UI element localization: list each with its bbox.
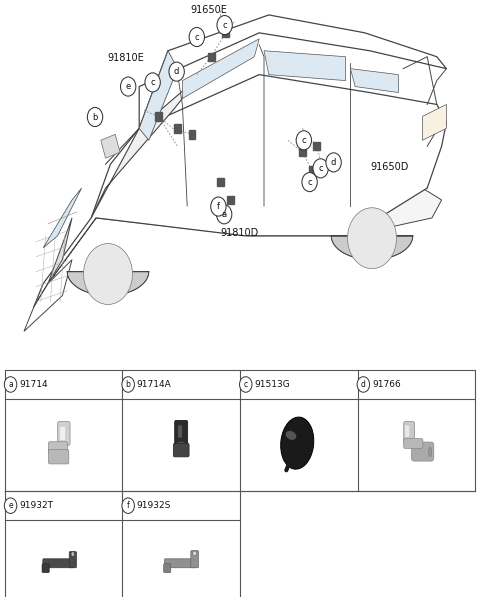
Circle shape (217, 16, 232, 35)
Ellipse shape (429, 447, 432, 457)
Text: 91714A: 91714A (137, 380, 171, 389)
Polygon shape (43, 188, 82, 248)
Circle shape (4, 498, 17, 513)
Circle shape (122, 498, 134, 513)
Circle shape (193, 551, 196, 556)
Text: c: c (301, 136, 306, 145)
FancyBboxPatch shape (164, 564, 171, 573)
Text: e: e (126, 82, 131, 91)
FancyBboxPatch shape (191, 550, 199, 568)
Polygon shape (101, 134, 120, 158)
Circle shape (189, 27, 204, 47)
Text: 91513G: 91513G (254, 380, 290, 389)
Bar (309, 166, 315, 174)
FancyBboxPatch shape (175, 420, 188, 445)
Circle shape (120, 77, 136, 96)
Polygon shape (264, 51, 346, 81)
Text: a: a (222, 210, 227, 219)
Polygon shape (350, 69, 398, 93)
Bar (227, 196, 234, 204)
Text: c: c (307, 177, 312, 187)
Text: d: d (361, 380, 366, 389)
Circle shape (216, 205, 232, 224)
Polygon shape (91, 75, 202, 218)
Text: 91810E: 91810E (108, 53, 144, 63)
Circle shape (326, 153, 341, 172)
FancyBboxPatch shape (48, 442, 68, 455)
Circle shape (87, 107, 103, 127)
FancyBboxPatch shape (48, 450, 69, 464)
Text: 91650D: 91650D (371, 162, 409, 172)
Text: c: c (222, 20, 227, 30)
FancyBboxPatch shape (60, 427, 65, 440)
Text: f: f (217, 202, 220, 211)
Text: 91932T: 91932T (19, 501, 53, 510)
Polygon shape (67, 272, 149, 296)
FancyBboxPatch shape (58, 421, 70, 445)
FancyBboxPatch shape (42, 564, 49, 573)
Circle shape (348, 208, 396, 269)
Text: c: c (244, 380, 248, 389)
FancyBboxPatch shape (404, 421, 415, 444)
FancyBboxPatch shape (69, 552, 76, 568)
FancyBboxPatch shape (404, 439, 423, 448)
Text: 91714: 91714 (19, 380, 48, 389)
Ellipse shape (286, 431, 296, 440)
Circle shape (84, 244, 132, 304)
Circle shape (169, 62, 184, 81)
FancyBboxPatch shape (411, 442, 434, 461)
Text: c: c (318, 164, 323, 173)
Text: f: f (127, 501, 130, 510)
Bar (208, 53, 215, 61)
Ellipse shape (281, 417, 314, 469)
FancyBboxPatch shape (405, 425, 409, 437)
Text: d: d (331, 158, 336, 167)
Circle shape (211, 197, 226, 216)
FancyBboxPatch shape (178, 425, 182, 438)
Circle shape (296, 131, 312, 150)
Text: 91766: 91766 (372, 380, 401, 389)
Bar (299, 148, 306, 156)
Bar (155, 112, 162, 121)
Polygon shape (331, 236, 413, 260)
Bar (313, 142, 320, 150)
Circle shape (357, 377, 370, 392)
Text: c: c (150, 78, 155, 87)
Polygon shape (182, 39, 259, 99)
Bar (189, 130, 195, 139)
Circle shape (4, 377, 17, 392)
Text: e: e (8, 501, 13, 510)
Text: b: b (126, 380, 131, 389)
Text: 91932S: 91932S (137, 501, 171, 510)
FancyBboxPatch shape (43, 559, 74, 568)
Ellipse shape (175, 442, 188, 451)
Polygon shape (139, 51, 178, 140)
Polygon shape (48, 188, 442, 284)
Text: d: d (174, 67, 180, 76)
Bar (174, 124, 181, 133)
Polygon shape (24, 260, 72, 331)
Text: c: c (194, 32, 199, 42)
Text: b: b (92, 112, 98, 122)
FancyBboxPatch shape (164, 559, 195, 568)
Polygon shape (34, 218, 72, 307)
Bar (217, 178, 224, 186)
Circle shape (313, 159, 328, 178)
Circle shape (145, 73, 160, 92)
Circle shape (302, 173, 317, 192)
Circle shape (122, 377, 134, 392)
Polygon shape (422, 104, 446, 140)
Circle shape (240, 377, 252, 392)
Text: 91810D: 91810D (220, 228, 258, 238)
Circle shape (71, 552, 75, 556)
Bar (222, 29, 229, 37)
Text: 91650E: 91650E (191, 5, 227, 15)
FancyBboxPatch shape (173, 443, 189, 457)
Text: a: a (8, 380, 13, 389)
Polygon shape (34, 75, 446, 307)
Polygon shape (139, 15, 446, 128)
